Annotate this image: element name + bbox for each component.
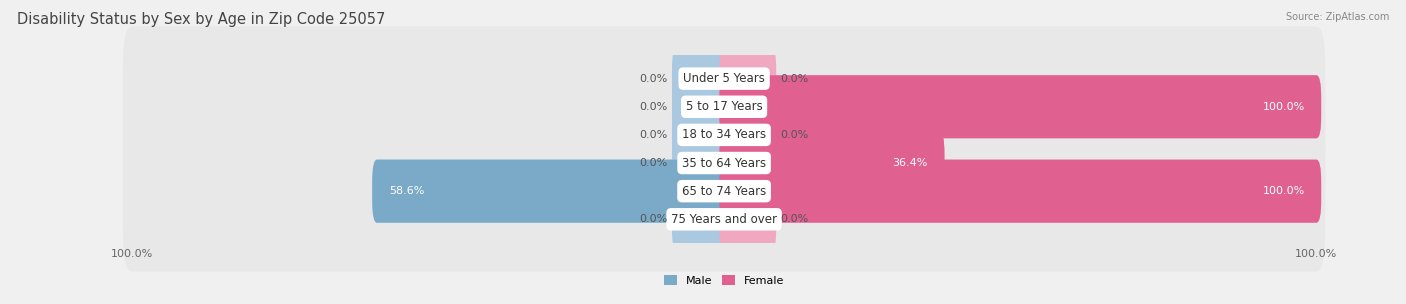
Text: Disability Status by Sex by Age in Zip Code 25057: Disability Status by Sex by Age in Zip C… <box>17 12 385 27</box>
FancyBboxPatch shape <box>672 132 728 195</box>
FancyBboxPatch shape <box>122 26 1326 131</box>
FancyBboxPatch shape <box>122 139 1326 244</box>
Legend: Male, Female: Male, Female <box>659 271 789 290</box>
FancyBboxPatch shape <box>122 54 1326 159</box>
FancyBboxPatch shape <box>720 132 945 195</box>
FancyBboxPatch shape <box>672 75 728 138</box>
Text: 0.0%: 0.0% <box>640 74 668 84</box>
Text: 18 to 34 Years: 18 to 34 Years <box>682 128 766 141</box>
Text: Under 5 Years: Under 5 Years <box>683 72 765 85</box>
Text: 0.0%: 0.0% <box>640 214 668 224</box>
Text: 100.0%: 100.0% <box>1263 102 1305 112</box>
FancyBboxPatch shape <box>720 103 776 166</box>
Text: 0.0%: 0.0% <box>780 214 808 224</box>
FancyBboxPatch shape <box>720 75 1322 138</box>
FancyBboxPatch shape <box>122 111 1326 215</box>
FancyBboxPatch shape <box>720 47 776 110</box>
Text: 36.4%: 36.4% <box>893 158 928 168</box>
Text: 0.0%: 0.0% <box>640 102 668 112</box>
FancyBboxPatch shape <box>672 47 728 110</box>
FancyBboxPatch shape <box>720 75 1322 138</box>
FancyBboxPatch shape <box>672 103 728 166</box>
Text: 0.0%: 0.0% <box>640 130 668 140</box>
FancyBboxPatch shape <box>373 160 728 223</box>
Text: 0.0%: 0.0% <box>780 74 808 84</box>
Text: 5 to 17 Years: 5 to 17 Years <box>686 100 762 113</box>
FancyBboxPatch shape <box>720 160 1322 223</box>
Text: 58.6%: 58.6% <box>389 186 425 196</box>
Text: 35 to 64 Years: 35 to 64 Years <box>682 157 766 170</box>
Text: 0.0%: 0.0% <box>780 130 808 140</box>
FancyBboxPatch shape <box>122 167 1326 271</box>
Text: 0.0%: 0.0% <box>640 158 668 168</box>
Text: 65 to 74 Years: 65 to 74 Years <box>682 185 766 198</box>
FancyBboxPatch shape <box>720 132 945 195</box>
Text: 100.0%: 100.0% <box>1263 186 1305 196</box>
Text: Source: ZipAtlas.com: Source: ZipAtlas.com <box>1285 12 1389 22</box>
Text: 75 Years and over: 75 Years and over <box>671 213 778 226</box>
FancyBboxPatch shape <box>672 188 728 251</box>
FancyBboxPatch shape <box>720 160 1322 223</box>
FancyBboxPatch shape <box>720 188 776 251</box>
FancyBboxPatch shape <box>122 83 1326 187</box>
FancyBboxPatch shape <box>373 160 728 223</box>
